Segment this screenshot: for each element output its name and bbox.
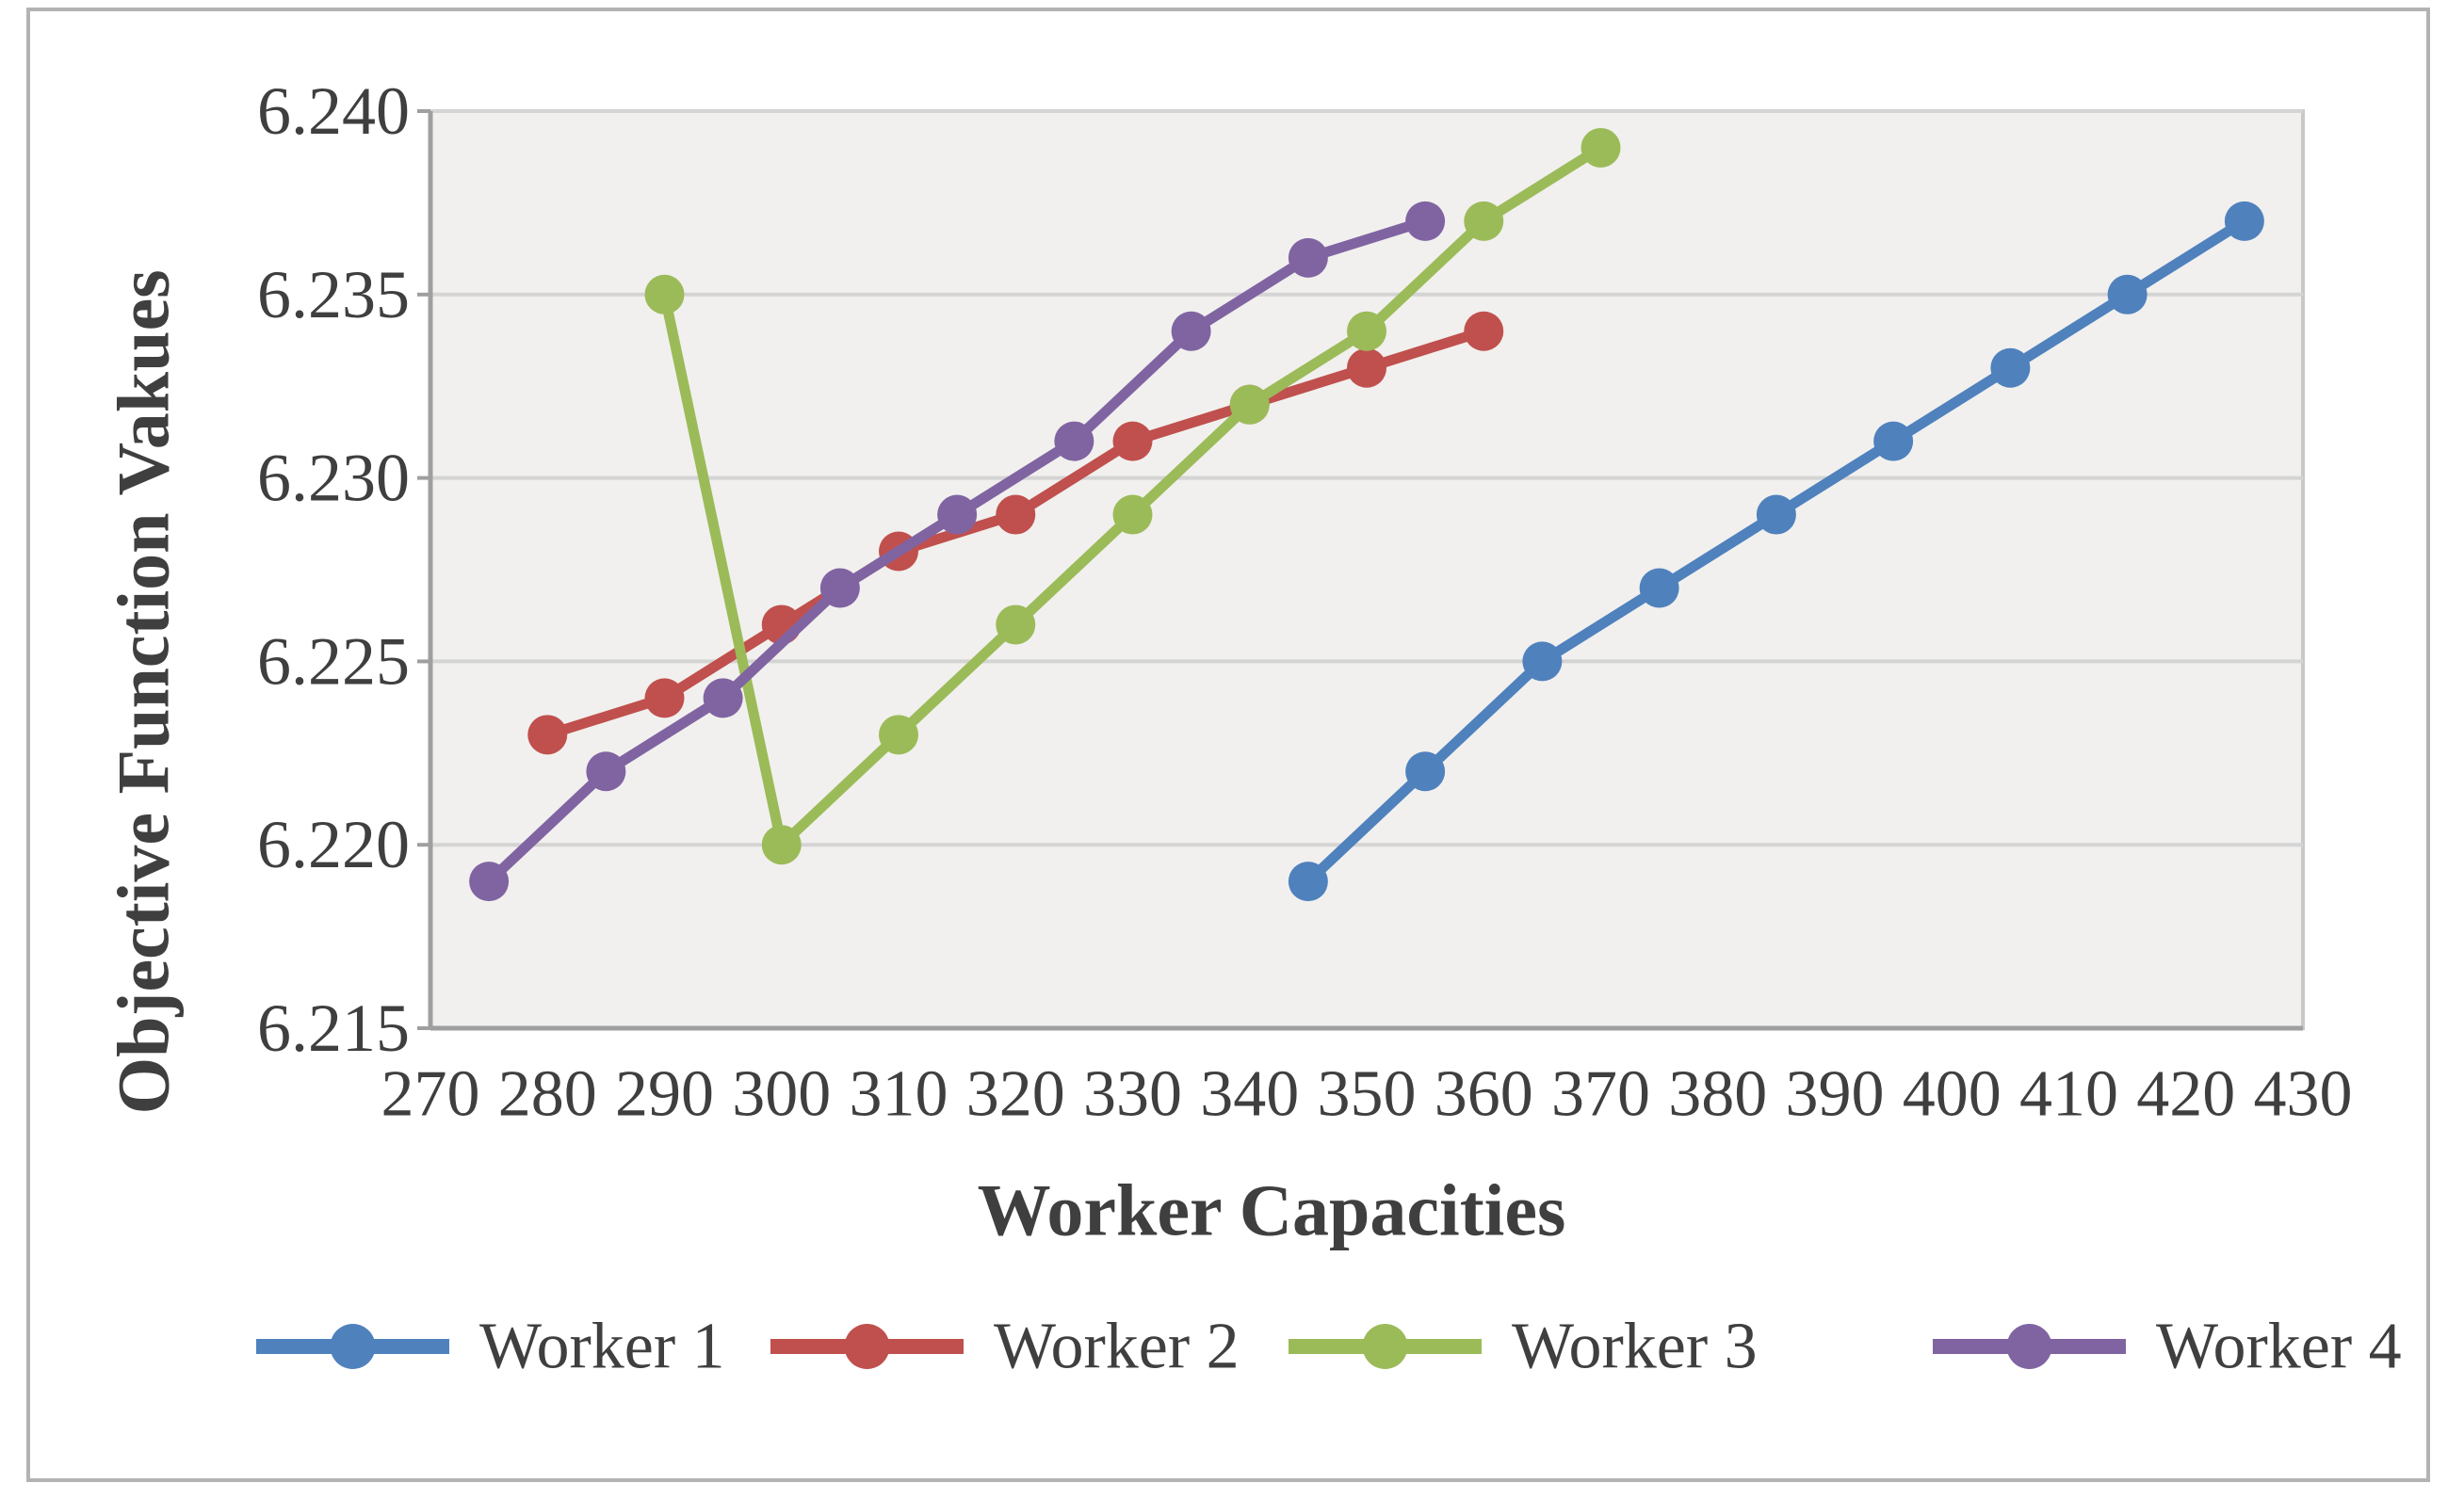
data-point [1873, 421, 1914, 461]
x-tick-label: 330 [1083, 1058, 1182, 1131]
y-tick-label: 6.225 [257, 623, 410, 699]
y-axis-title: Objective Function Vakues [103, 269, 185, 1114]
data-point [1581, 127, 1621, 168]
data-point [819, 568, 860, 608]
x-tick-label: 390 [1786, 1058, 1885, 1131]
legend-label: Worker 4 [2156, 1311, 2402, 1383]
data-point [1171, 311, 1211, 351]
data-point [1288, 237, 1328, 278]
data-point [527, 715, 568, 755]
legend-item-worker-3: Worker 3 [1289, 1311, 1758, 1383]
legend: Worker 1 Worker 2 Worker 3 Worker 4 [256, 1311, 2402, 1383]
x-tick-label: 290 [615, 1058, 714, 1131]
series-worker-4 [469, 201, 1446, 902]
x-tick-label: 270 [381, 1058, 480, 1131]
y-tick-label: 6.240 [257, 73, 410, 149]
data-point [1054, 421, 1094, 461]
data-point [879, 715, 918, 755]
x-tick-label: 420 [2136, 1058, 2235, 1131]
data-point [2224, 201, 2264, 241]
x-tick-label: 350 [1318, 1058, 1417, 1131]
data-point [1288, 862, 1328, 902]
x-tick-label: 370 [1551, 1058, 1650, 1131]
data-point [761, 825, 802, 865]
data-point [2107, 274, 2148, 314]
y-tick-label: 6.215 [257, 991, 410, 1066]
series-worker-3 [644, 127, 1621, 865]
data-point [469, 862, 510, 902]
data-point [1229, 384, 1270, 425]
legend-marker-dot [2006, 1324, 2052, 1369]
x-tick-label: 410 [2019, 1058, 2118, 1131]
plot-area [430, 111, 2303, 1028]
legend-label: Worker 1 [479, 1311, 725, 1383]
legend-item-worker-2: Worker 2 [770, 1311, 1240, 1383]
data-point [1347, 311, 1386, 351]
legend-label: Worker 3 [1512, 1311, 1758, 1383]
legend-marker-dot [1362, 1324, 1408, 1369]
series-worker-1 [1288, 201, 2264, 902]
data-point [1112, 421, 1153, 461]
legend-item-worker-1: Worker 1 [256, 1311, 725, 1383]
x-tick-label: 300 [732, 1058, 831, 1131]
data-point [1639, 568, 1679, 608]
data-point [937, 494, 978, 535]
data-point [1756, 494, 1796, 535]
data-point [996, 494, 1036, 535]
y-tick-label: 6.235 [257, 257, 410, 332]
x-tick-label: 340 [1200, 1058, 1299, 1131]
x-tick-label: 310 [850, 1058, 948, 1131]
x-axis-title: Worker Capacities [978, 1169, 1566, 1251]
y-tick-label: 6.230 [257, 441, 410, 516]
y-tick-label: 6.220 [257, 807, 410, 882]
x-tick-label: 400 [1903, 1058, 2002, 1131]
x-tick-label: 430 [2254, 1058, 2353, 1131]
data-point [1522, 641, 1563, 682]
data-point [1405, 751, 1446, 792]
data-point [1990, 347, 2031, 388]
data-point [1464, 201, 1504, 241]
legend-label: Worker 2 [994, 1311, 1240, 1383]
legend-marker-dot [330, 1324, 376, 1369]
data-point [1464, 311, 1504, 351]
series-layer [469, 127, 2264, 902]
x-tick-label: 320 [966, 1058, 1065, 1131]
legend-item-worker-4: Worker 4 [1933, 1311, 2402, 1383]
data-point [1112, 494, 1153, 535]
legend-marker-dot [844, 1324, 890, 1369]
data-point [1405, 201, 1446, 241]
data-point [1347, 347, 1386, 388]
x-tick-label: 280 [498, 1058, 597, 1131]
data-point [644, 678, 685, 718]
plot-layer [429, 109, 2305, 1030]
data-point [703, 678, 743, 718]
x-tick-label: 380 [1668, 1058, 1767, 1131]
x-tick-label: 360 [1435, 1058, 1533, 1131]
data-point [996, 604, 1036, 645]
data-point [586, 751, 626, 792]
data-point [644, 274, 685, 314]
axes [417, 109, 2303, 1031]
